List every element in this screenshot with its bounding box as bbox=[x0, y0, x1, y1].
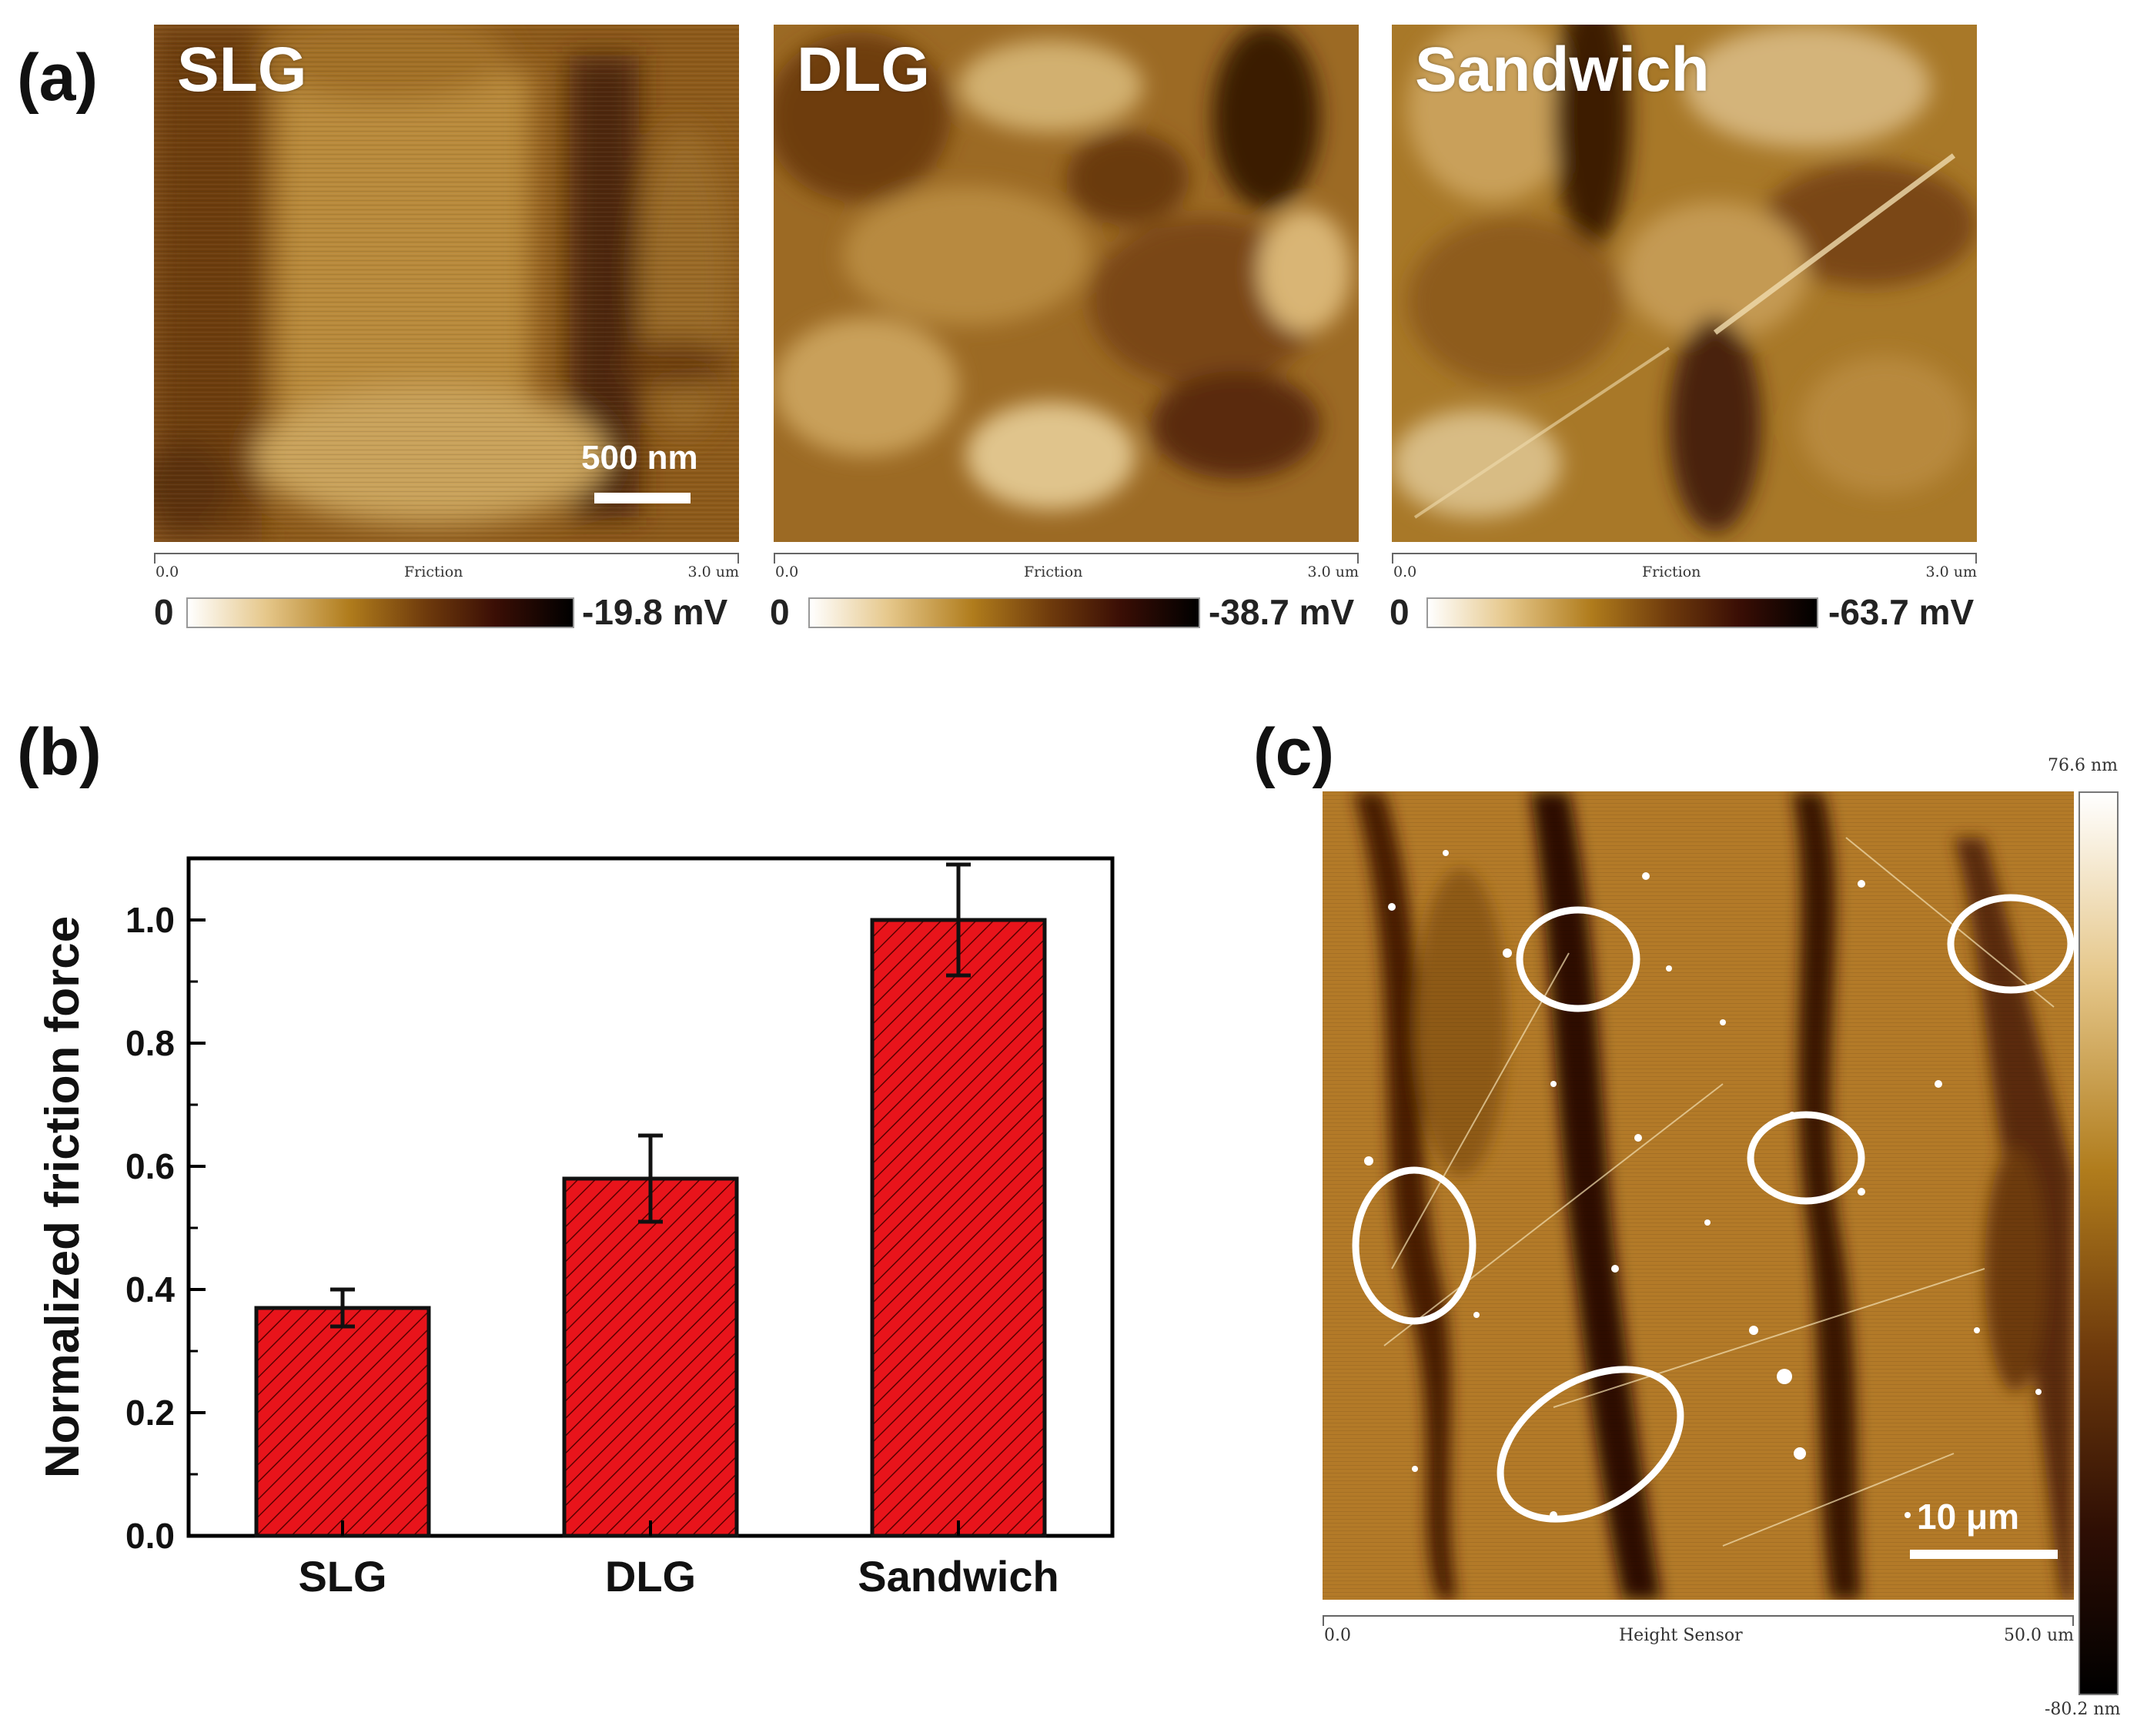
scan-ruler-sandwich: 0.0 Friction 3.0 um bbox=[1392, 553, 1977, 584]
colorbar-dlg: 0 -38.7 mV bbox=[770, 592, 1370, 633]
colorbar-slg-min: 0 bbox=[154, 592, 174, 632]
scalebar-slg bbox=[594, 493, 691, 503]
colorbar-sandwich-max: -63.7 mV bbox=[1828, 592, 1975, 632]
friction-bar-chart: 0.0 0.2 0.4 0.6 0.8 1.0 Normalized friction fo… bbox=[36, 856, 1115, 1601]
colorbar-dlg-min: 0 bbox=[770, 592, 790, 632]
afm-image-slg: SLG 500 nm bbox=[154, 25, 739, 542]
afm-image-dlg: DLG bbox=[774, 25, 1359, 542]
y-tick-label: 0.4 bbox=[125, 1269, 175, 1310]
scan-ruler-slg: 0.0 Friction 3.0 um bbox=[154, 553, 739, 584]
panel-a-label: (a) bbox=[17, 41, 99, 115]
x-tick-label: Sandwich bbox=[858, 1552, 1058, 1601]
y-tick-label: 0.0 bbox=[125, 1516, 175, 1556]
afm-title-slg: SLG bbox=[177, 35, 307, 105]
panel-b-label: (b) bbox=[17, 715, 102, 789]
colorbar-slg: 0 -19.8 mV bbox=[154, 592, 754, 633]
bar-dlg bbox=[562, 1176, 739, 1538]
bar-sandwich bbox=[870, 918, 1047, 1538]
panel-c-label: (c) bbox=[1253, 715, 1335, 789]
y-tick-label: 1.0 bbox=[125, 900, 175, 940]
colorbar-height-max: 76.6 nm bbox=[2048, 756, 2119, 775]
scan-ruler-dlg: 0.0 Friction 3.0 um bbox=[774, 553, 1359, 584]
scalebar-label-slg: 500 nm bbox=[581, 439, 698, 477]
colorbar-sandwich-min: 0 bbox=[1390, 592, 1410, 632]
scan-ruler-height: 0.0 Height Sensor 50.0 um bbox=[1323, 1615, 2074, 1646]
colorbar-height bbox=[2078, 791, 2119, 1695]
y-tick-label: 0.8 bbox=[125, 1023, 175, 1063]
colorbar-dlg-max: -38.7 mV bbox=[1209, 592, 1355, 632]
x-tick-label: DLG bbox=[605, 1552, 696, 1601]
afm-image-sandwich: Sandwich bbox=[1392, 25, 1977, 542]
x-tick-label: SLG bbox=[298, 1552, 386, 1601]
afm-height-image: 10 μm bbox=[1323, 791, 2074, 1600]
afm-title-sandwich: Sandwich bbox=[1415, 35, 1710, 105]
y-tick-label: 0.2 bbox=[125, 1393, 175, 1433]
y-tick-label: 0.6 bbox=[125, 1146, 175, 1186]
colorbar-sandwich: 0 -63.7 mV bbox=[1390, 592, 2005, 633]
afm-title-dlg: DLG bbox=[797, 35, 931, 105]
colorbar-slg-max: -19.8 mV bbox=[582, 592, 728, 632]
scalebar-label-height: 10 μm bbox=[1917, 1497, 2019, 1537]
y-axis-label: Normalized friction force bbox=[36, 916, 89, 1478]
scalebar-height bbox=[1910, 1550, 2058, 1559]
colorbar-height-min: -80.2 nm bbox=[2045, 1700, 2121, 1719]
bar-slg bbox=[254, 1306, 431, 1538]
